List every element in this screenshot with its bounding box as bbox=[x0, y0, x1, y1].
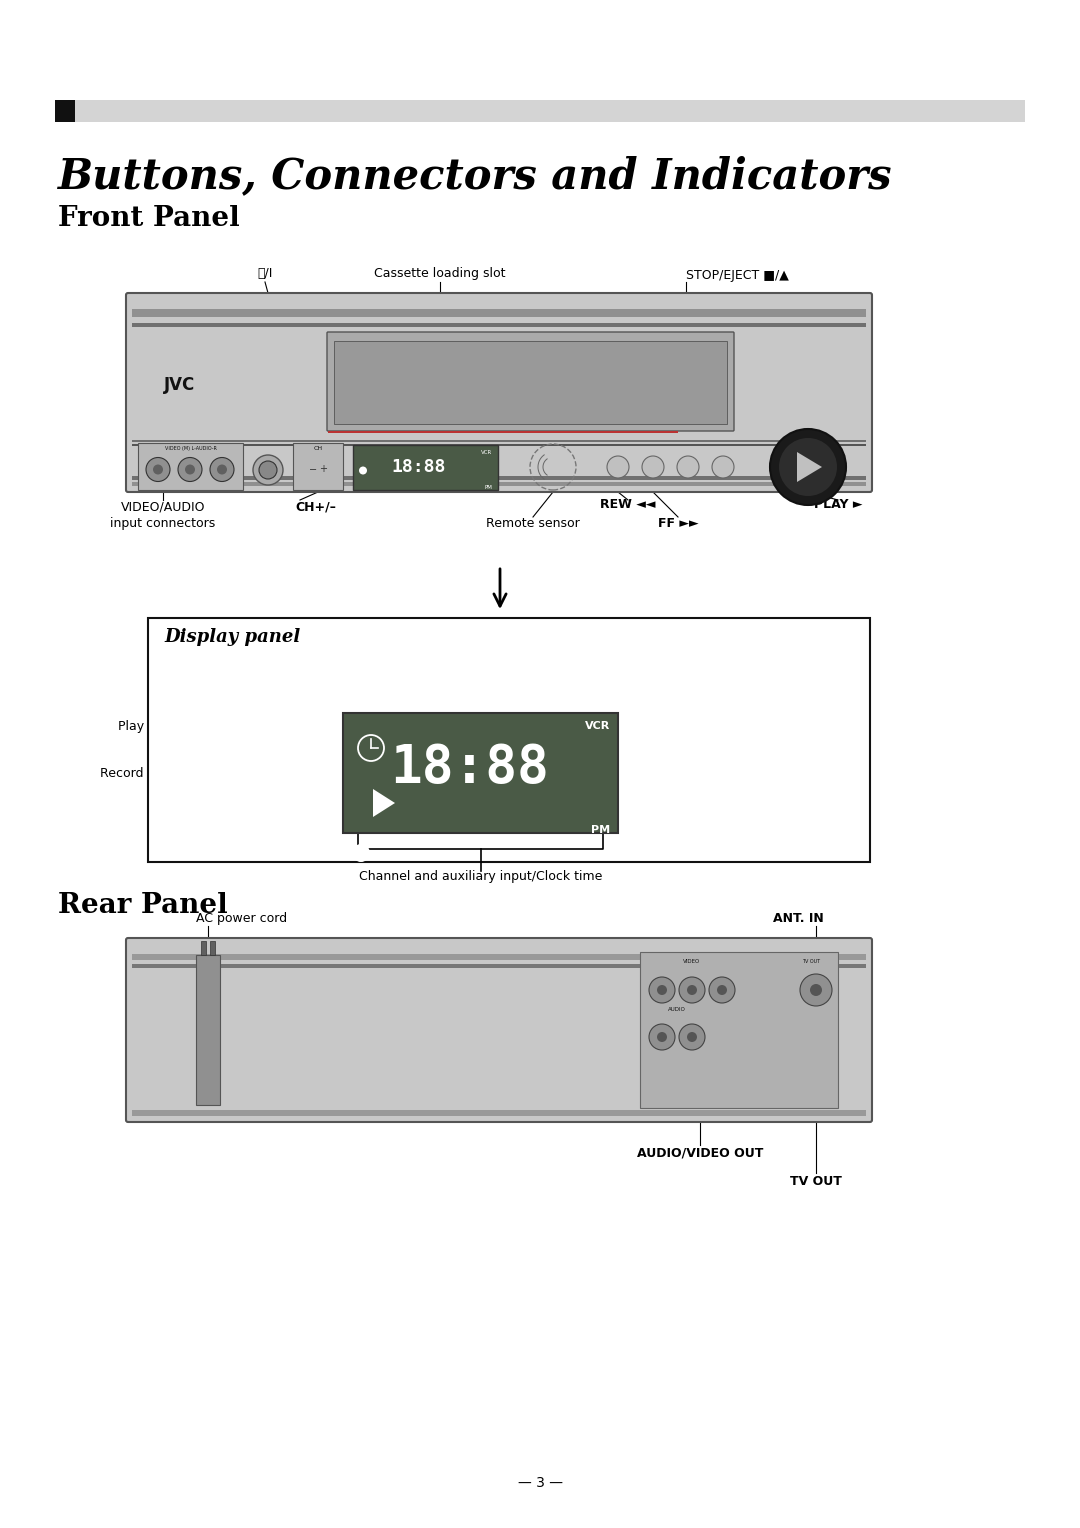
FancyBboxPatch shape bbox=[327, 332, 734, 431]
Text: Play indicator: Play indicator bbox=[118, 720, 203, 733]
Circle shape bbox=[210, 457, 234, 481]
Text: — 3 —: — 3 — bbox=[517, 1476, 563, 1490]
Text: Channel and auxiliary input/Clock time: Channel and auxiliary input/Clock time bbox=[359, 869, 603, 883]
Bar bbox=[55, 99, 75, 122]
Text: Buttons, Connectors and Indicators: Buttons, Connectors and Indicators bbox=[58, 154, 892, 197]
Circle shape bbox=[146, 457, 170, 481]
Text: ⏻/I: ⏻/I bbox=[257, 267, 272, 280]
Text: JVC: JVC bbox=[164, 376, 195, 394]
Circle shape bbox=[649, 1024, 675, 1050]
Bar bbox=[132, 953, 866, 960]
Text: +: + bbox=[319, 465, 327, 475]
Circle shape bbox=[800, 973, 832, 1005]
Polygon shape bbox=[373, 788, 395, 817]
Polygon shape bbox=[797, 452, 822, 481]
Text: VCR: VCR bbox=[481, 451, 492, 455]
Circle shape bbox=[770, 429, 846, 504]
Text: Cassette loading slot: Cassette loading slot bbox=[375, 267, 505, 280]
Bar bbox=[132, 440, 866, 442]
Circle shape bbox=[679, 1024, 705, 1050]
FancyBboxPatch shape bbox=[126, 293, 872, 492]
Bar bbox=[353, 445, 498, 490]
Bar bbox=[132, 322, 866, 327]
Bar bbox=[334, 341, 727, 423]
Circle shape bbox=[259, 461, 276, 478]
Text: PM: PM bbox=[484, 484, 492, 490]
Circle shape bbox=[649, 976, 675, 1002]
Text: VIDEO/AUDIO
input connectors: VIDEO/AUDIO input connectors bbox=[110, 500, 216, 530]
Bar bbox=[201, 941, 206, 955]
Circle shape bbox=[810, 984, 822, 996]
Circle shape bbox=[217, 465, 227, 475]
Bar bbox=[293, 443, 343, 490]
Text: AUDIO: AUDIO bbox=[669, 1007, 686, 1012]
Bar bbox=[132, 964, 866, 969]
Circle shape bbox=[153, 465, 163, 475]
Text: AC power cord: AC power cord bbox=[195, 912, 287, 924]
Bar bbox=[195, 955, 220, 1105]
Bar bbox=[328, 431, 678, 432]
Text: AUDIO/VIDEO OUT: AUDIO/VIDEO OUT bbox=[637, 1148, 764, 1160]
Text: ANT. IN: ANT. IN bbox=[773, 912, 824, 924]
Circle shape bbox=[253, 455, 283, 484]
Text: PM: PM bbox=[591, 825, 610, 834]
FancyBboxPatch shape bbox=[126, 938, 872, 1122]
Bar bbox=[138, 443, 243, 490]
Circle shape bbox=[679, 976, 705, 1002]
Circle shape bbox=[712, 455, 734, 478]
Bar bbox=[132, 481, 866, 486]
Text: Remote sensor: Remote sensor bbox=[486, 516, 580, 530]
Circle shape bbox=[607, 455, 629, 478]
Text: VIDEO (M) L-AUDIO-R: VIDEO (M) L-AUDIO-R bbox=[164, 446, 216, 451]
Bar bbox=[210, 941, 215, 955]
Circle shape bbox=[687, 1031, 697, 1042]
Circle shape bbox=[185, 465, 195, 475]
Bar bbox=[132, 477, 866, 480]
Text: PLAY ►: PLAY ► bbox=[813, 498, 862, 510]
Text: REC ●: REC ● bbox=[686, 295, 729, 309]
Bar bbox=[343, 714, 618, 833]
Circle shape bbox=[779, 439, 837, 497]
Text: CH: CH bbox=[313, 446, 323, 451]
Text: 18:88: 18:88 bbox=[390, 743, 549, 795]
Circle shape bbox=[687, 986, 697, 995]
Text: STOP/EJECT ■/▲: STOP/EJECT ■/▲ bbox=[686, 269, 788, 283]
Text: VCR: VCR bbox=[584, 721, 610, 730]
Text: 18:88: 18:88 bbox=[391, 458, 445, 477]
Text: VCR mode indicator: VCR mode indicator bbox=[636, 736, 760, 750]
Text: REW ◄◄: REW ◄◄ bbox=[600, 498, 656, 510]
Text: Front Panel: Front Panel bbox=[58, 205, 240, 232]
Circle shape bbox=[708, 976, 735, 1002]
Bar bbox=[132, 1109, 866, 1115]
Text: Timer mode indicator: Timer mode indicator bbox=[408, 668, 542, 681]
Bar bbox=[55, 99, 1025, 122]
Text: CH+/–: CH+/– bbox=[295, 500, 336, 513]
Bar bbox=[132, 445, 866, 446]
Text: Record indicator: Record indicator bbox=[100, 767, 203, 779]
Circle shape bbox=[657, 1031, 667, 1042]
Circle shape bbox=[178, 457, 202, 481]
Bar bbox=[132, 309, 866, 316]
Circle shape bbox=[352, 843, 370, 862]
Circle shape bbox=[657, 986, 667, 995]
Circle shape bbox=[359, 466, 367, 475]
Text: −: − bbox=[309, 465, 318, 475]
Bar bbox=[148, 617, 870, 862]
Circle shape bbox=[642, 455, 664, 478]
Bar bbox=[640, 952, 838, 1108]
Circle shape bbox=[677, 455, 699, 478]
Text: Rear Panel: Rear Panel bbox=[58, 892, 228, 918]
Text: TV OUT: TV OUT bbox=[791, 1175, 842, 1187]
Circle shape bbox=[717, 986, 727, 995]
Text: TV OUT: TV OUT bbox=[802, 960, 820, 964]
Text: Display panel: Display panel bbox=[164, 628, 300, 646]
Text: VIDEO: VIDEO bbox=[684, 960, 701, 964]
Text: FF ►►: FF ►► bbox=[658, 516, 699, 530]
